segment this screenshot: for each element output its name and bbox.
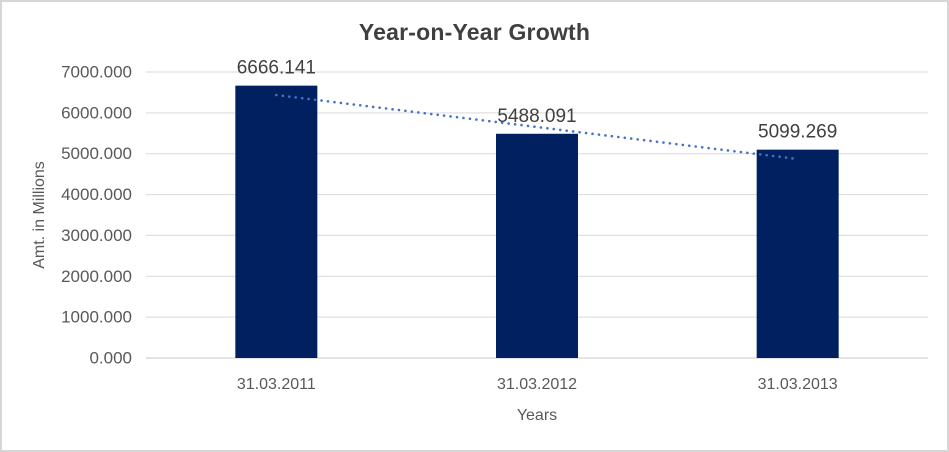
bar xyxy=(496,133,578,358)
y-tick-label: 6000.000 xyxy=(61,103,132,122)
chart-title: Year-on-Year Growth xyxy=(358,19,591,45)
y-tick-label: 3000.000 xyxy=(61,226,132,245)
bar xyxy=(756,149,839,358)
y-axis-title: Amt. in Millions xyxy=(31,161,48,269)
y-tick-label: 0.000 xyxy=(89,349,132,368)
bar xyxy=(235,85,318,358)
x-category-label: 31.03.2013 xyxy=(758,376,838,393)
y-tick-label: 7000.000 xyxy=(61,63,132,82)
y-tick-label: 5000.000 xyxy=(61,144,132,163)
data-label: 5099.269 xyxy=(758,122,837,143)
x-axis-title: Years xyxy=(517,407,557,424)
y-tick-label: 2000.000 xyxy=(61,267,132,286)
x-category-label: 31.03.2011 xyxy=(237,376,316,393)
x-category-label: 31.03.2012 xyxy=(497,376,577,393)
data-label: 5488.091 xyxy=(497,106,576,127)
data-label: 6666.141 xyxy=(237,58,316,79)
y-tick-label: 4000.000 xyxy=(61,185,132,204)
y-tick-label: 1000.000 xyxy=(61,308,132,327)
